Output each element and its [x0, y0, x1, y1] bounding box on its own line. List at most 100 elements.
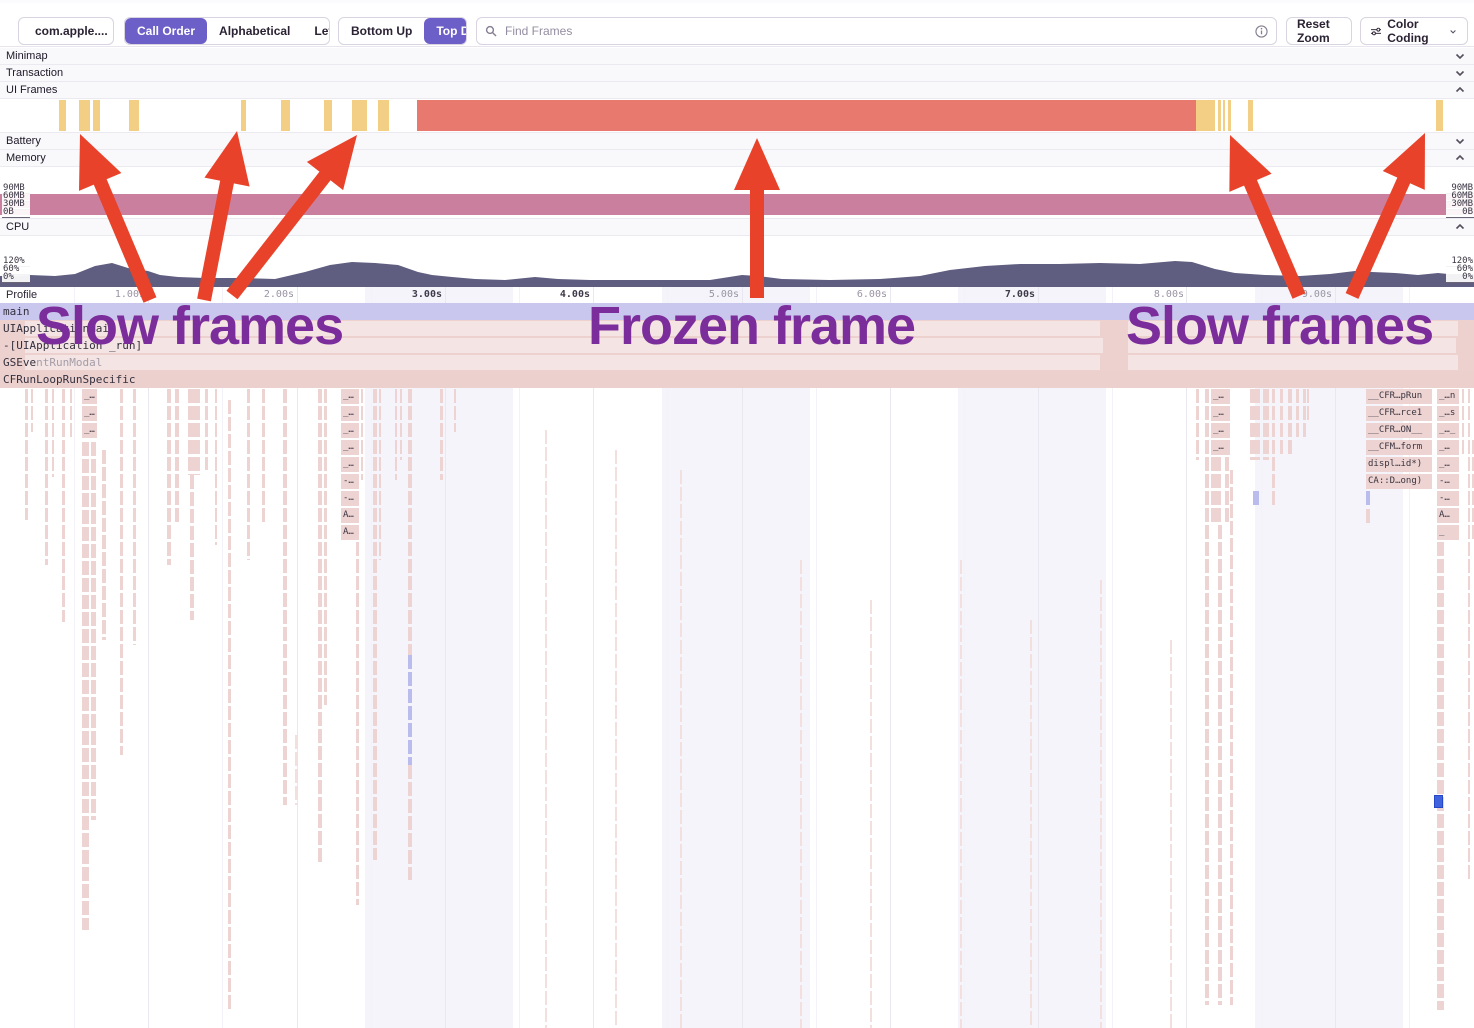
flame-frame-column[interactable]	[615, 450, 617, 1028]
section-cpu[interactable]: CPU	[0, 219, 1474, 236]
profile-selector-dropdown[interactable]: com.apple....	[18, 17, 114, 45]
search-input[interactable]	[503, 23, 1249, 39]
flame-frame[interactable]: __CFR…pRun	[1366, 389, 1432, 404]
slow-frame-bar[interactable]	[352, 100, 367, 131]
flame-frame[interactable]: __CFM…form	[1366, 440, 1432, 455]
flame-row[interactable]: main	[0, 303, 1474, 320]
flame-frame[interactable]: CA::D…ong)	[1366, 474, 1432, 489]
flame-frame-column[interactable]	[408, 765, 412, 880]
slow-frame-bar[interactable]	[1228, 100, 1231, 131]
flame-frame-column[interactable]	[120, 389, 123, 755]
flame-frame[interactable]: _…	[1437, 457, 1459, 472]
flame-frame-column[interactable]	[373, 389, 377, 860]
flame-frame-column[interactable]	[283, 389, 287, 805]
flame-frame-column[interactable]	[1366, 509, 1370, 524]
flame-frame-column[interactable]	[1253, 491, 1259, 507]
flame-frame-column[interactable]	[408, 389, 412, 655]
memory-track[interactable]: 90MB 90MB 60MB 60MB 30MB 30MB 0B 0B	[0, 167, 1474, 219]
flame-frame-column[interactable]	[318, 389, 322, 865]
flame-frame-column[interactable]	[1280, 389, 1283, 457]
flame-frame-column[interactable]	[400, 389, 402, 460]
flame-frame[interactable]: _…s	[1437, 406, 1459, 421]
slow-frame-bar[interactable]	[1196, 100, 1215, 131]
flame-frame-column[interactable]	[262, 389, 265, 525]
flame-frame-column[interactable]	[1296, 389, 1299, 440]
flame-frame-column[interactable]	[175, 389, 179, 525]
flame-frame[interactable]: A…	[341, 508, 359, 523]
flame-frame[interactable]: _…	[1211, 389, 1230, 404]
slow-frame-bar[interactable]	[1218, 100, 1221, 131]
cpu-track[interactable]: 120% 120% 60% 60% 0% 0%	[0, 236, 1474, 287]
flame-row[interactable]: UIApplicationMain	[0, 320, 1474, 337]
flame-frame-column[interactable]	[1030, 620, 1032, 1028]
flame-frame-column[interactable]	[1303, 389, 1306, 440]
flame-frame-column[interactable]	[62, 389, 65, 622]
flame-frame[interactable]: _	[1437, 525, 1459, 540]
flame-frame-column[interactable]	[1366, 491, 1370, 507]
flame-frame-column[interactable]	[188, 389, 200, 475]
flame-frame-column[interactable]	[324, 389, 327, 705]
flame-frame[interactable]: _…	[1437, 440, 1459, 455]
slow-frame-bar[interactable]	[241, 100, 246, 131]
reset-zoom-button[interactable]: Reset Zoom	[1286, 17, 1352, 45]
slow-frame-bar[interactable]	[93, 100, 100, 131]
flame-frame-column[interactable]	[408, 655, 412, 765]
slow-frame-bar[interactable]	[378, 100, 389, 131]
flame-frame-column[interactable]	[1211, 457, 1221, 525]
section-transaction[interactable]: Transaction	[0, 65, 1474, 82]
slow-frame-bar[interactable]	[1248, 100, 1253, 131]
slow-frame-bar[interactable]	[59, 100, 66, 131]
flame-frame[interactable]: _…	[1211, 406, 1230, 421]
flame-frame[interactable]: _…	[82, 406, 97, 421]
flame-frame-column[interactable]	[205, 389, 208, 470]
sort-option-call-order[interactable]: Call Order	[125, 18, 208, 44]
flame-frame-column[interactable]	[1468, 389, 1470, 880]
flame-frame[interactable]: displ…id*)	[1366, 457, 1432, 472]
flame-frame-column[interactable]	[1288, 389, 1292, 457]
flame-frame[interactable]: __CFR…rce1	[1366, 406, 1432, 421]
flame-row[interactable]: -[UIApplication _run]	[0, 337, 1474, 354]
flame-frame[interactable]: _…	[341, 389, 359, 404]
section-memory[interactable]: Memory	[0, 150, 1474, 167]
flame-frame[interactable]: _…n	[1437, 389, 1459, 404]
flame-frame-column[interactable]	[25, 389, 28, 520]
flame-frame-column[interactable]	[454, 389, 456, 432]
flame-frame-column[interactable]	[1472, 440, 1474, 542]
slow-frame-bar[interactable]	[281, 100, 290, 131]
flame-frame-column[interactable]	[70, 389, 72, 440]
flame-frame[interactable]: _…	[341, 406, 359, 421]
flame-frame-column[interactable]	[167, 389, 171, 565]
direction-option-top-down[interactable]: Top Down	[424, 18, 466, 44]
flame-frame-column[interactable]	[800, 560, 802, 1028]
direction-option-bottom-up[interactable]: Bottom Up	[351, 24, 413, 38]
sort-option-left-heavy[interactable]: Left Heavy	[314, 24, 329, 38]
flame-frame[interactable]: _…	[82, 423, 97, 438]
flame-frame-column[interactable]	[45, 389, 48, 565]
slow-frame-bar[interactable]	[129, 100, 139, 131]
flame-frame[interactable]: _…	[1211, 440, 1230, 455]
flame-frame-column[interactable]	[870, 600, 872, 1028]
flame-frame-column[interactable]	[1205, 389, 1209, 1005]
flame-frame-column[interactable]	[379, 389, 381, 560]
flame-frame-column[interactable]	[361, 389, 363, 480]
flame-frame-column[interactable]	[295, 735, 298, 805]
flame-frame-column[interactable]	[1307, 389, 1309, 420]
flame-frame[interactable]: A…	[341, 525, 359, 540]
flame-frame-column[interactable]	[1272, 389, 1275, 508]
section-battery[interactable]: Battery	[0, 133, 1474, 150]
flame-row[interactable]: GSEventRunModal	[0, 354, 1474, 371]
slow-frame-bar[interactable]	[79, 100, 90, 131]
color-coding-button[interactable]: Color Coding	[1360, 17, 1468, 45]
find-frames-search[interactable]	[476, 17, 1277, 45]
flame-frame[interactable]: -…	[1437, 491, 1459, 506]
flame-row[interactable]: CFRunLoopRunSpecific	[0, 371, 1474, 388]
flame-frame-column[interactable]	[1263, 389, 1269, 460]
flame-frame-column[interactable]	[91, 442, 96, 820]
flame-frame-column[interactable]	[82, 442, 89, 930]
flame-frame-column[interactable]	[215, 389, 217, 545]
flame-frame-column[interactable]	[52, 389, 54, 477]
timeline-ruler[interactable]: Profile 1.00s 2.00s 3.00s 4.00s 5.00s 6.00s 7.…	[0, 287, 1474, 303]
flame-frame[interactable]: -…	[341, 491, 359, 506]
flame-frame-column[interactable]	[1170, 640, 1172, 1028]
flame-frame[interactable]: _…	[341, 440, 359, 455]
